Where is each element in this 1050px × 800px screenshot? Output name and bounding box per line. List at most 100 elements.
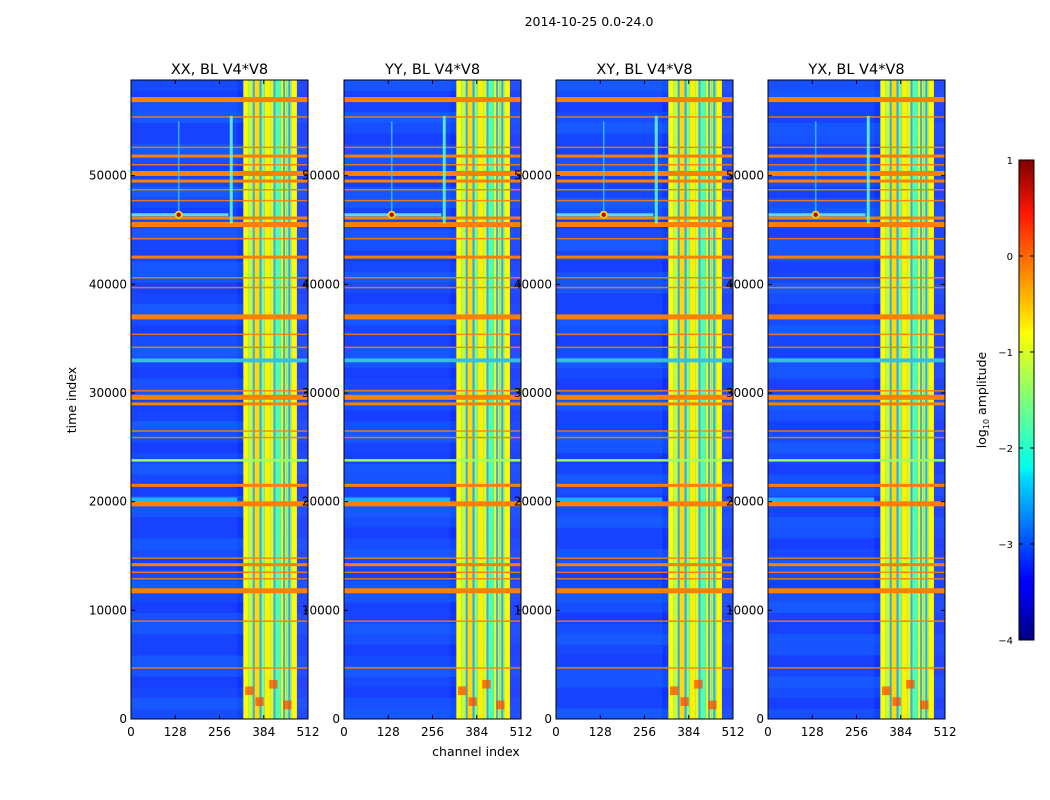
heatmap-texture-row (556, 697, 733, 709)
y-tick-label: 20000 (89, 495, 127, 509)
heatmap-texture-row (556, 410, 733, 422)
heatmap-texture-row (131, 548, 308, 560)
colorbar-tick-label: 1 (1007, 156, 1013, 167)
flagged-time-row (768, 314, 945, 320)
heatmap-texture-row (131, 623, 308, 635)
y-tick-label: 30000 (302, 386, 340, 400)
spike-center (176, 212, 181, 217)
heatmap-texture-row (556, 452, 733, 464)
heatmap-texture-row (556, 601, 733, 613)
heatmap-texture-row (556, 388, 733, 400)
heatmap-texture-row (131, 452, 308, 464)
flagged-time-row (556, 199, 733, 202)
flagged-time-row (344, 578, 521, 580)
heatmap-texture-row (768, 452, 945, 464)
heatmap-texture-row (556, 154, 733, 166)
flagged-time-row (768, 216, 945, 220)
flagged-time-row (344, 277, 521, 279)
flagged-time-row (344, 402, 521, 406)
x-tick-label: 256 (421, 725, 444, 739)
heatmap-texture-row (344, 367, 521, 379)
vertical-interference (442, 115, 446, 224)
heatmap-texture-row (768, 442, 945, 454)
y-tick-label: 30000 (89, 386, 127, 400)
x-axis-label: channel index (432, 744, 520, 759)
heatmap-texture-row (131, 506, 308, 518)
flagged-time-row (344, 97, 521, 103)
flagged-time-row (768, 116, 945, 118)
flagged-time-row (768, 146, 945, 149)
heatmap-texture-row (556, 314, 733, 326)
heatmap-texture-row (556, 644, 733, 656)
flagged-time-row (556, 501, 733, 507)
flagged-time-row (768, 394, 945, 400)
flagged-time-row (768, 286, 945, 289)
y-tick-label: 40000 (726, 277, 764, 291)
heatmap-texture-row (131, 261, 308, 273)
heatmap-texture-row (131, 687, 308, 699)
flagged-time-row (768, 222, 945, 228)
cyan-time-row (344, 497, 451, 502)
heatmap-texture-row (556, 356, 733, 369)
flagged-time-row (768, 571, 945, 574)
flagged-time-row (344, 255, 521, 259)
flagged-time-row (344, 588, 521, 594)
y-tick-label: 20000 (514, 495, 552, 509)
flagged-time-row (344, 216, 521, 220)
heatmap-texture-row (556, 186, 733, 198)
flagged-time-row (556, 146, 733, 149)
flagged-time-row (131, 402, 308, 406)
panel-title: YY, BL V4*V8 (384, 62, 480, 78)
rfi-hotspot (482, 679, 491, 689)
heatmap-texture-row (344, 143, 521, 156)
rfi-hotspot (496, 700, 505, 710)
flagged-time-row (344, 563, 521, 567)
heatmap-texture-row (131, 601, 308, 613)
y-tick-label: 0 (544, 712, 552, 726)
flagged-time-row (556, 578, 733, 580)
heatmap-texture-row (131, 676, 308, 688)
heatmap-texture-row (131, 516, 308, 528)
heatmap-texture-row (131, 484, 308, 496)
flagged-time-row (344, 333, 521, 336)
flagged-time-row (131, 189, 308, 191)
heatmap-texture-row (556, 122, 733, 134)
bright-time-row (344, 459, 521, 462)
heatmap-texture-row (131, 410, 308, 422)
flagged-time-row (556, 667, 733, 669)
flagged-time-row (344, 146, 521, 149)
rfi-hotspot (882, 686, 891, 696)
flagged-time-row (131, 571, 308, 574)
y-tick-label: 0 (332, 712, 340, 726)
flagged-time-row (131, 97, 308, 103)
heatmap-texture-row (556, 165, 733, 177)
flagged-time-row (768, 436, 945, 439)
heatmap-texture-row (768, 239, 945, 251)
flagged-time-row (131, 390, 308, 392)
flagged-time-row (768, 97, 945, 103)
y-tick-label: 10000 (514, 603, 552, 617)
heatmap-texture-row (344, 697, 521, 709)
cyan-time-row (131, 497, 238, 502)
heatmap-texture-row (768, 516, 945, 528)
flagged-time-row (131, 563, 308, 567)
heatmap-texture-row (556, 506, 733, 518)
heatmap-texture-row (344, 708, 521, 720)
bright-time-row (556, 459, 733, 462)
flagged-time-row (131, 333, 308, 336)
flagged-time-row (556, 620, 733, 622)
heatmap-texture-row (768, 346, 945, 358)
y-tick-label: 0 (119, 712, 127, 726)
flagged-time-row (131, 170, 308, 176)
y-tick-label: 50000 (302, 169, 340, 183)
y-tick-label: 50000 (89, 169, 127, 183)
heatmap-texture-row (556, 133, 733, 145)
heatmap-texture-row (556, 80, 733, 92)
heatmap-texture-row (344, 452, 521, 464)
colorbar: 1 0 −1 −2 −3 −4 log10 amplitude (974, 156, 1035, 647)
x-tick-label: 128 (377, 725, 400, 739)
heatmap-texture-row (131, 186, 308, 198)
heatmap-texture-row (344, 80, 521, 92)
cyan-time-row (768, 358, 945, 363)
